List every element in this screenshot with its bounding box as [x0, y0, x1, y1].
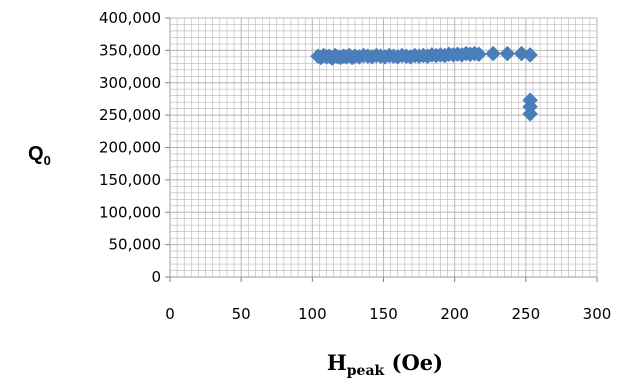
data-point [485, 45, 501, 62]
y-tick-label: 350,000 [99, 41, 161, 59]
x-tick-labels: 0 50 100 150 200 250 300 [165, 277, 611, 323]
y-axis-title-sub: 0 [44, 153, 51, 168]
y-tick-label: 50,000 [109, 236, 162, 254]
x-axis-title-main: H [327, 350, 347, 375]
y-tick-label: 200,000 [99, 139, 161, 157]
x-tick-label: 200 [440, 305, 469, 323]
y-tick-label: 100,000 [99, 203, 161, 221]
y-axis-title: Q0 [28, 143, 51, 168]
x-axis-title-suffix: (Oe) [384, 350, 443, 375]
x-tick-label: 150 [369, 305, 398, 323]
y-tick-label: 250,000 [99, 106, 161, 124]
y-tick-labels: 0 50,000 100,000 150,000 200,000 250,000 300,0… [99, 9, 170, 286]
x-tick-label: 50 [232, 305, 251, 323]
x-tick-label: 100 [298, 305, 327, 323]
y-axis-title-main: Q [28, 143, 44, 165]
y-tick-label: 400,000 [99, 9, 161, 27]
gridlines [169, 17, 598, 278]
x-axis-title: Hpeak (Oe) [327, 350, 443, 379]
y-tick-label: 150,000 [99, 171, 161, 189]
data-points [310, 45, 538, 122]
x-axis-title-sub: peak [347, 363, 385, 379]
data-point [522, 105, 538, 122]
data-point [499, 45, 516, 62]
y-tick-label: 0 [151, 268, 161, 286]
data-point [471, 46, 487, 63]
x-tick-label: 300 [583, 305, 612, 323]
data-point [522, 47, 538, 63]
y-tick-label: 300,000 [99, 74, 161, 92]
x-tick-label: 0 [165, 305, 175, 323]
x-tick-label: 250 [512, 305, 541, 323]
